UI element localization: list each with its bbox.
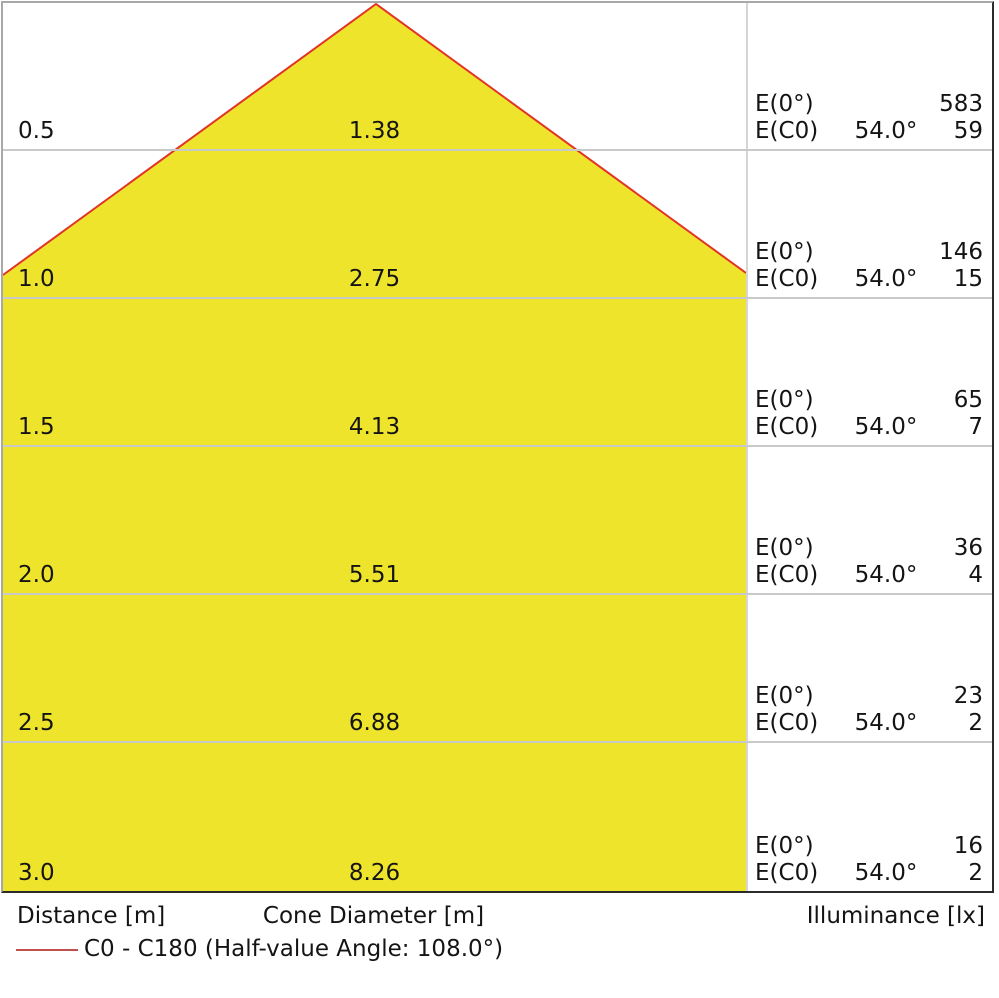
cone-diameter-value: 5.51 xyxy=(348,562,401,588)
e0-label: E(0°) xyxy=(755,239,814,265)
e0-label: E(0°) xyxy=(755,683,814,709)
distance-value: 0.5 xyxy=(18,118,55,144)
distance-value: 1.5 xyxy=(18,414,55,440)
cone-diameter-axis-label: Cone Diameter [m] xyxy=(262,903,485,929)
e0-line: E(0°) 36 xyxy=(755,535,983,562)
e0-angle-spacer xyxy=(850,91,922,118)
e0-angle-spacer xyxy=(850,833,922,860)
legend: C0 - C180 (Half-value Angle: 108.0°) xyxy=(0,936,999,966)
ec0-label: E(C0) xyxy=(755,118,819,144)
legend-label: C0 - C180 (Half-value Angle: 108.0°) xyxy=(84,936,504,962)
ec0-line: E(C0) 54.0° 4 xyxy=(755,562,983,589)
e0-value: 36 xyxy=(953,535,983,561)
cone-table: 0.5 1.38 E(0°) 583 E(C0) 54.0° 59 xyxy=(1,1,994,893)
cone-table-row: 1.5 4.13 E(0°) 65 E(C0) 54.0° 7 xyxy=(3,299,992,447)
ec0-value: 7 xyxy=(968,414,983,440)
e0-label: E(0°) xyxy=(755,833,814,859)
illuminance-cell: E(0°) 36 E(C0) 54.0° 4 xyxy=(755,535,983,589)
e0-line: E(0°) 65 xyxy=(755,387,983,414)
illuminance-column-divider xyxy=(746,3,748,891)
cone-table-row: 2.5 6.88 E(0°) 23 E(C0) 54.0° 2 xyxy=(3,595,992,743)
ec0-line: E(C0) 54.0° 7 xyxy=(755,414,983,441)
distance-axis-label: Distance [m] xyxy=(17,903,166,929)
ec0-value: 2 xyxy=(968,710,983,736)
illuminance-cell: E(0°) 583 E(C0) 54.0° 59 xyxy=(755,91,983,145)
light-cone-graphic xyxy=(3,3,746,891)
ec0-label: E(C0) xyxy=(755,414,819,440)
distance-value: 3.0 xyxy=(18,860,55,886)
cone-diameter-value: 4.13 xyxy=(348,414,401,440)
cone-fill-shape xyxy=(3,4,746,891)
ec0-value: 4 xyxy=(968,562,983,588)
e0-angle-spacer xyxy=(850,683,922,710)
distance-value: 2.5 xyxy=(18,710,55,736)
cone-table-row: 2.0 5.51 E(0°) 36 E(C0) 54.0° 4 xyxy=(3,447,992,595)
ec0-angle: 54.0° xyxy=(854,266,918,292)
cone-table-row: 3.0 8.26 E(0°) 16 E(C0) 54.0° 2 xyxy=(3,743,992,891)
illuminance-cell: E(0°) 16 E(C0) 54.0° 2 xyxy=(755,833,983,887)
e0-value: 16 xyxy=(953,833,983,859)
ec0-angle: 54.0° xyxy=(854,860,918,886)
cone-table-row: 1.0 2.75 E(0°) 146 E(C0) 54.0° 15 xyxy=(3,151,992,299)
ec0-angle: 54.0° xyxy=(854,414,918,440)
e0-angle-spacer xyxy=(850,387,922,414)
e0-label: E(0°) xyxy=(755,387,814,413)
cone-diameter-value: 1.38 xyxy=(348,118,401,144)
ec0-angle: 54.0° xyxy=(854,562,918,588)
cone-table-row: 0.5 1.38 E(0°) 583 E(C0) 54.0° 59 xyxy=(3,3,992,151)
illuminance-cell: E(0°) 146 E(C0) 54.0° 15 xyxy=(755,239,983,293)
e0-angle-spacer xyxy=(850,239,922,266)
e0-label: E(0°) xyxy=(755,91,814,117)
ec0-value: 2 xyxy=(968,860,983,886)
cone-diameter-value: 2.75 xyxy=(348,266,401,292)
e0-value: 146 xyxy=(939,239,983,265)
ec0-label: E(C0) xyxy=(755,710,819,736)
ec0-value: 15 xyxy=(953,266,983,292)
ec0-value: 59 xyxy=(953,118,983,144)
e0-line: E(0°) 16 xyxy=(755,833,983,860)
ec0-line: E(C0) 54.0° 15 xyxy=(755,266,983,293)
illuminance-axis-label: Illuminance [lx] xyxy=(806,903,985,929)
distance-value: 1.0 xyxy=(18,266,55,292)
ec0-label: E(C0) xyxy=(755,562,819,588)
ec0-label: E(C0) xyxy=(755,860,819,886)
ec0-line: E(C0) 54.0° 59 xyxy=(755,118,983,145)
e0-angle-spacer xyxy=(850,535,922,562)
legend-line-swatch xyxy=(16,949,78,951)
e0-label: E(0°) xyxy=(755,535,814,561)
e0-line: E(0°) 146 xyxy=(755,239,983,266)
ec0-label: E(C0) xyxy=(755,266,819,292)
e0-value: 65 xyxy=(953,387,983,413)
distance-value: 2.0 xyxy=(18,562,55,588)
ec0-angle: 54.0° xyxy=(854,710,918,736)
illuminance-cell: E(0°) 23 E(C0) 54.0° 2 xyxy=(755,683,983,737)
e0-value: 23 xyxy=(953,683,983,709)
cone-diameter-value: 8.26 xyxy=(348,860,401,886)
illuminance-cell: E(0°) 65 E(C0) 54.0° 7 xyxy=(755,387,983,441)
ec0-angle: 54.0° xyxy=(854,118,918,144)
e0-line: E(0°) 23 xyxy=(755,683,983,710)
e0-value: 583 xyxy=(939,91,983,117)
ec0-line: E(C0) 54.0° 2 xyxy=(755,710,983,737)
e0-line: E(0°) 583 xyxy=(755,91,983,118)
ec0-line: E(C0) 54.0° 2 xyxy=(755,860,983,887)
cone-diameter-value: 6.88 xyxy=(348,710,401,736)
cone-outline-c0-c180 xyxy=(3,3,746,276)
